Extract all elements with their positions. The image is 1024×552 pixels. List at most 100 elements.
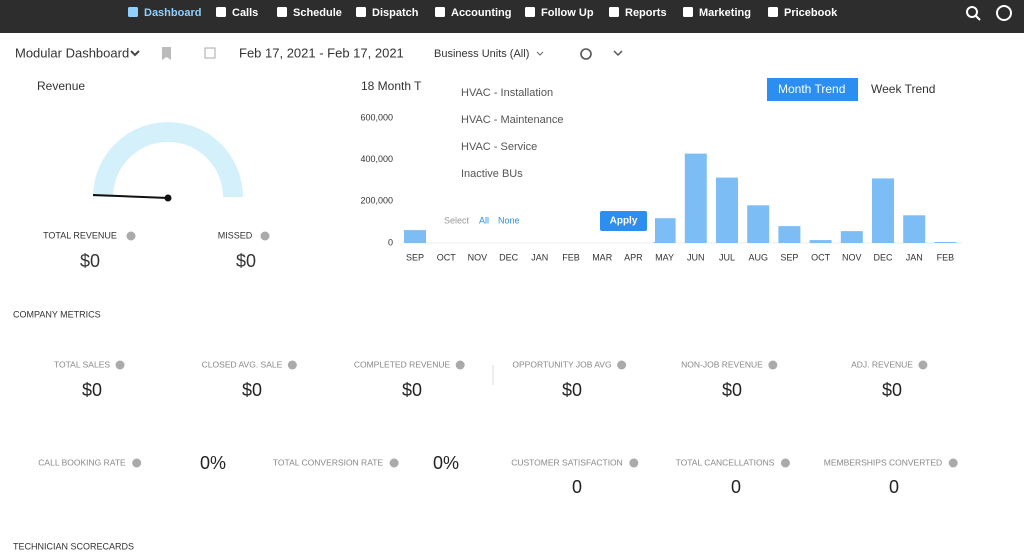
x-tick-label: MAR <box>592 252 613 262</box>
bar <box>716 177 738 243</box>
calendar-icon[interactable] <box>204 47 216 59</box>
nav-icon[interactable] <box>356 7 366 17</box>
x-tick-label: JUN <box>687 252 705 262</box>
nav-icon[interactable] <box>768 7 778 17</box>
nav-icon[interactable] <box>525 7 535 17</box>
select-none[interactable]: None <box>498 215 520 225</box>
nav-icon[interactable] <box>277 7 287 17</box>
revenue-title: Revenue <box>37 79 85 93</box>
date-range[interactable]: Feb 17, 2021 - Feb 17, 2021 <box>239 45 404 60</box>
info-icon[interactable] <box>918 360 928 370</box>
x-tick-label: MAY <box>655 252 674 262</box>
metric-label: MEMBERSHIPS CONVERTED <box>824 457 942 467</box>
chevron <box>536 51 544 56</box>
metric-value: $0 <box>82 380 102 400</box>
x-tick-label: OCT <box>437 252 457 262</box>
y-tick-label: 200,000 <box>360 196 393 206</box>
x-tick-label: SEP <box>780 252 798 262</box>
bar <box>809 240 832 243</box>
nav-item[interactable]: Follow Up <box>541 7 594 19</box>
dropdown-option[interactable]: Inactive BUs <box>461 168 523 180</box>
metric-value: 0 <box>572 477 582 497</box>
gauge-pivot <box>164 194 172 202</box>
apply-label[interactable]: Apply <box>610 216 638 227</box>
gauge-needle <box>92 194 169 199</box>
y-tick-label: 600,000 <box>360 112 393 122</box>
metric-label: TOTAL CONVERSION RATE <box>273 457 384 467</box>
info-icon[interactable] <box>132 458 142 468</box>
select-label: Select <box>444 215 470 225</box>
section-title: TECHNICIAN SCORECARDS <box>13 541 134 551</box>
nav-icon[interactable] <box>683 7 693 17</box>
nav-item[interactable]: Calls <box>232 7 258 19</box>
bar <box>840 231 863 243</box>
bar <box>684 153 707 243</box>
metric-label: CUSTOMER SATISFACTION <box>511 457 623 467</box>
search-icon[interactable] <box>966 6 978 18</box>
metric-value: $0 <box>80 251 100 271</box>
nav-item[interactable]: Marketing <box>699 7 751 19</box>
metric-value: $0 <box>402 380 422 400</box>
metric-value: 0 <box>731 477 741 497</box>
gauge <box>93 122 243 197</box>
info-icon[interactable] <box>287 360 297 370</box>
metric-label: NON-JOB REVENUE <box>681 359 763 369</box>
x-tick-label: NOV <box>468 252 488 262</box>
nav-item[interactable]: Dashboard <box>144 7 201 19</box>
bar <box>903 215 926 243</box>
nav-item[interactable]: Reports <box>625 7 667 19</box>
nav-icon[interactable] <box>435 7 445 17</box>
business-units[interactable]: Business Units (All) <box>434 48 529 60</box>
nav-item[interactable]: Pricebook <box>784 7 838 19</box>
nav-item[interactable]: Accounting <box>451 7 512 19</box>
info-icon[interactable] <box>260 231 270 241</box>
x-tick-label: SEP <box>406 252 424 262</box>
dropdown-option[interactable]: HVAC - Maintenance <box>461 114 564 126</box>
info-icon[interactable] <box>126 231 136 241</box>
info-icon[interactable] <box>948 458 958 468</box>
x-tick-label: JUL <box>719 252 735 262</box>
dashboard-select[interactable]: Modular Dashboard <box>15 45 129 60</box>
metric-label: TOTAL SALES <box>54 359 110 369</box>
info-icon[interactable] <box>629 458 639 468</box>
metric-value: $0 <box>722 380 742 400</box>
tab[interactable]: Month Trend <box>778 82 845 96</box>
x-tick-label: NOV <box>842 252 862 262</box>
refresh-icon[interactable] <box>580 48 592 60</box>
metric-label: OPPORTUNITY JOB AVG <box>512 359 611 369</box>
nav-item[interactable]: Dispatch <box>372 7 419 19</box>
tab[interactable]: Week Trend <box>871 82 935 96</box>
x-tick-label: JAN <box>531 252 548 262</box>
x-tick-label: APR <box>624 252 643 262</box>
info-icon[interactable] <box>115 360 125 370</box>
nav-icon[interactable] <box>128 7 138 17</box>
x-tick-label: AUG <box>748 252 768 262</box>
metric-label: ADJ. REVENUE <box>851 359 913 369</box>
metric-label: MISSED <box>218 230 253 240</box>
info-icon[interactable] <box>617 360 627 370</box>
select-all[interactable]: All <box>479 215 489 225</box>
info-icon[interactable] <box>389 458 399 468</box>
metric-value: $0 <box>236 251 256 271</box>
nav-item[interactable]: Schedule <box>293 7 342 19</box>
apply-button[interactable] <box>600 211 647 231</box>
info-icon[interactable] <box>780 458 790 468</box>
chevron <box>130 50 140 57</box>
help-icon[interactable] <box>996 5 1012 21</box>
dropdown-option[interactable]: HVAC - Installation <box>461 87 553 99</box>
dropdown-option[interactable]: HVAC - Service <box>461 141 537 153</box>
section-title: COMPANY METRICS <box>13 309 101 319</box>
nav-icon[interactable] <box>216 7 226 17</box>
metric-label: CALL BOOKING RATE <box>38 457 126 467</box>
bookmark-icon[interactable] <box>162 47 171 60</box>
tab-active[interactable] <box>767 78 858 101</box>
x-tick-label: DEC <box>873 252 893 262</box>
x-tick-label: OCT <box>811 252 831 262</box>
metric-value: $0 <box>562 380 582 400</box>
x-tick-label: FEB <box>562 252 580 262</box>
chevron[interactable] <box>613 50 623 57</box>
info-icon[interactable] <box>455 360 465 370</box>
x-tick-label: JAN <box>906 252 923 262</box>
info-icon[interactable] <box>768 360 778 370</box>
nav-icon[interactable] <box>609 7 619 17</box>
